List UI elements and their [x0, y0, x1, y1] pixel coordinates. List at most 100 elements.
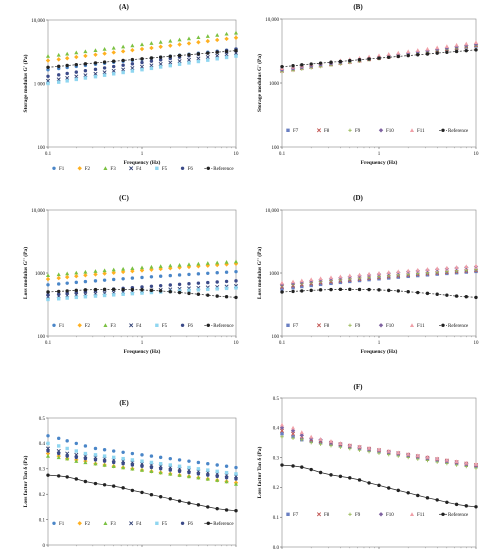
data-point [177, 273, 182, 277]
data-point [56, 455, 61, 460]
series-reference [46, 473, 238, 513]
data-point [149, 460, 154, 465]
data-point [406, 53, 410, 58]
data-point [74, 459, 79, 463]
y-tick-label: 0.5 [39, 417, 46, 422]
data-point [406, 451, 411, 456]
data-point [299, 433, 305, 438]
data-point [65, 71, 69, 76]
y-axis-label: Loss factor Tan δ (Pa) [256, 447, 263, 499]
data-point [215, 50, 219, 54]
panel-f: (F)0.11100.00.10.20.30.40.5Frequency (Hz… [256, 383, 479, 550]
data-point [338, 274, 343, 279]
data-point [291, 285, 295, 290]
data-point [186, 36, 192, 41]
panel-d: (D) 0.1 1 10 100 1000 10,000 Frequency (Hz) Loss… [256, 194, 479, 355]
data-point [464, 270, 468, 274]
data-point [187, 470, 191, 475]
data-point [83, 444, 88, 448]
data-point [215, 57, 219, 61]
data-point [196, 503, 201, 507]
y-tick-label: 0.5 [273, 397, 280, 402]
data-point [65, 79, 69, 83]
data-point [93, 74, 98, 79]
data-point [406, 268, 411, 273]
data-point [177, 473, 182, 477]
y-axis-label: Storage modulus G' (Pa) [256, 54, 263, 112]
legend-marker [286, 512, 290, 516]
panel-title: (E) [119, 399, 129, 407]
series-f11 [279, 263, 479, 285]
data-point [149, 465, 154, 470]
data-point [158, 274, 163, 278]
data-point [187, 465, 191, 470]
data-point [130, 463, 135, 467]
data-point [111, 464, 116, 468]
data-point [102, 459, 107, 463]
legend-marker [316, 128, 322, 133]
x-tick-label: 1 [141, 152, 144, 157]
data-point [445, 271, 449, 276]
y-tick-label: 1000 [269, 272, 280, 277]
data-point [234, 465, 238, 470]
legend-label: F6 [188, 167, 194, 172]
plot-frame [281, 397, 477, 548]
legend-marker [206, 323, 210, 327]
series-f11 [279, 40, 479, 70]
data-point [234, 279, 238, 283]
legend-label: Reference [213, 167, 234, 172]
data-point [233, 35, 239, 40]
series-reference [280, 287, 478, 300]
data-point [309, 62, 313, 66]
reference-line [281, 289, 477, 298]
data-point [57, 474, 61, 478]
y-tick-label: 0.3 [39, 468, 46, 473]
data-point [425, 454, 430, 459]
data-point [57, 289, 61, 294]
data-point [177, 290, 182, 295]
data-point [74, 452, 79, 457]
y-axis-label: Loss factor Tan δ (Pa) [22, 456, 29, 508]
data-point [279, 425, 285, 431]
data-point [425, 273, 430, 277]
data-point [406, 289, 410, 294]
data-point [140, 60, 144, 65]
data-point [130, 291, 135, 296]
x-axis-label: Frequency (Hz) [124, 348, 161, 355]
data-point [158, 44, 163, 49]
data-point [93, 71, 98, 76]
data-point [279, 280, 285, 285]
data-point [46, 449, 50, 453]
data-point [224, 508, 229, 512]
data-point [435, 498, 439, 502]
data-point [65, 271, 70, 276]
data-point [65, 446, 69, 451]
data-point [168, 54, 172, 59]
data-point [46, 441, 50, 446]
data-point [149, 284, 154, 289]
data-point [93, 481, 98, 486]
data-point [309, 283, 313, 288]
data-point [187, 459, 191, 463]
series-reference [280, 463, 478, 509]
data-point [280, 432, 284, 436]
legend-label: F10 [386, 324, 394, 329]
data-point [318, 61, 323, 65]
legend-label: Reference [213, 324, 234, 329]
data-point [224, 479, 229, 484]
data-point [74, 54, 79, 60]
data-point [56, 275, 61, 281]
data-point [338, 59, 343, 64]
data-point [57, 444, 61, 448]
data-point [139, 265, 145, 270]
series-f7 [280, 269, 478, 291]
legend: F7 F8 F9 F10 F11 Reference [286, 512, 469, 518]
data-point [74, 449, 78, 453]
data-point [377, 56, 381, 60]
y-tick-label: 0.4 [273, 427, 280, 432]
data-point [130, 43, 135, 48]
data-point [215, 53, 220, 58]
data-point [348, 476, 352, 480]
data-point [416, 290, 420, 295]
data-point [102, 278, 107, 282]
